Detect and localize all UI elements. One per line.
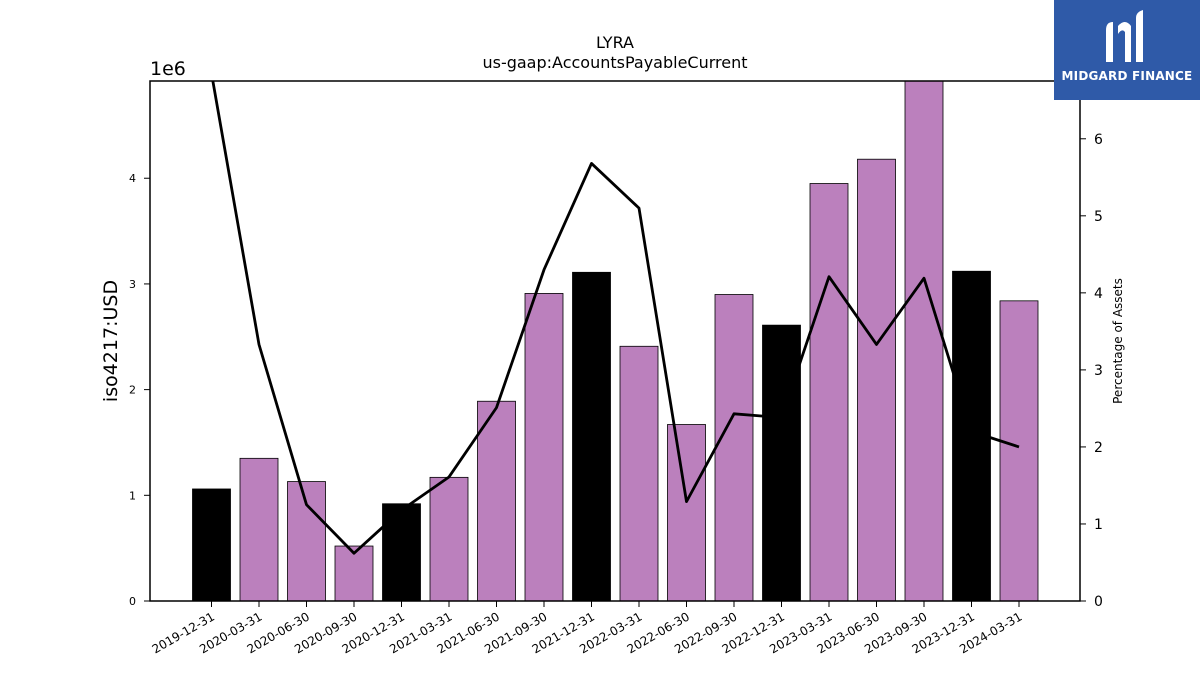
bar-2020-09-30 — [334, 545, 374, 602]
percent-line — [211, 81, 1020, 555]
y2-axis-ticks: 0 1 2 3 4 5 6 — [1080, 132, 1103, 610]
bar-2020-12-31 — [382, 503, 421, 602]
y-tick-label: 2 — [129, 384, 136, 397]
y-tick-label: 4 — [129, 172, 136, 185]
percent-line-path — [211, 81, 1020, 555]
bar-2022-03-31 — [619, 345, 659, 602]
bar-2023-09-30 — [904, 80, 944, 602]
y-offset-text: 1e6 — [150, 58, 186, 80]
y2-tick-label: 1 — [1094, 517, 1103, 533]
y2-tick-label: 6 — [1094, 132, 1103, 148]
y-tick-label: 1 — [129, 489, 136, 502]
bar-2019-12-31 — [192, 488, 231, 602]
midgard-mark-icon — [1106, 10, 1143, 62]
logo-text: MIDGARD FINANCE — [1061, 69, 1193, 83]
midgard-finance-logo: MIDGARD FINANCE — [1054, 0, 1200, 100]
bar-2022-06-30 — [667, 424, 706, 602]
y2-tick-label: 3 — [1094, 363, 1103, 379]
y2-tick-label: 5 — [1094, 209, 1103, 225]
bar-2021-12-31 — [572, 271, 611, 602]
bar-2023-06-30 — [857, 158, 896, 602]
chart-subtitle: us-gaap:AccountsPayableCurrent — [482, 53, 747, 72]
bar-2020-03-31 — [239, 457, 279, 602]
y2-axis-label: Percentage of Assets — [1111, 278, 1125, 404]
bar-2022-12-31 — [762, 324, 801, 602]
bar-2021-09-30 — [524, 293, 564, 602]
bar-2021-06-30 — [477, 400, 516, 602]
bar-2022-09-30 — [714, 294, 754, 602]
bar-2021-03-31 — [429, 476, 469, 602]
bar-2020-06-30 — [287, 481, 326, 602]
bar-2024-03-31 — [999, 300, 1039, 602]
y-axis-ticks: 0 1 2 3 4 — [129, 172, 150, 608]
y-tick-label: 3 — [129, 278, 136, 291]
bars — [192, 80, 1039, 602]
y2-tick-label: 0 — [1094, 594, 1103, 610]
y-axis-label: iso4217:USD — [100, 280, 122, 402]
x-axis-ticks: 2019-12-312020-03-312020-06-302020-09-30… — [150, 601, 1025, 656]
bar-2023-03-31 — [809, 183, 849, 602]
y2-tick-label: 4 — [1094, 286, 1103, 302]
y-tick-label: 0 — [129, 595, 136, 608]
y2-tick-label: 2 — [1094, 440, 1103, 456]
chart-title: LYRA — [596, 33, 634, 52]
plot-frame — [149, 80, 1081, 602]
